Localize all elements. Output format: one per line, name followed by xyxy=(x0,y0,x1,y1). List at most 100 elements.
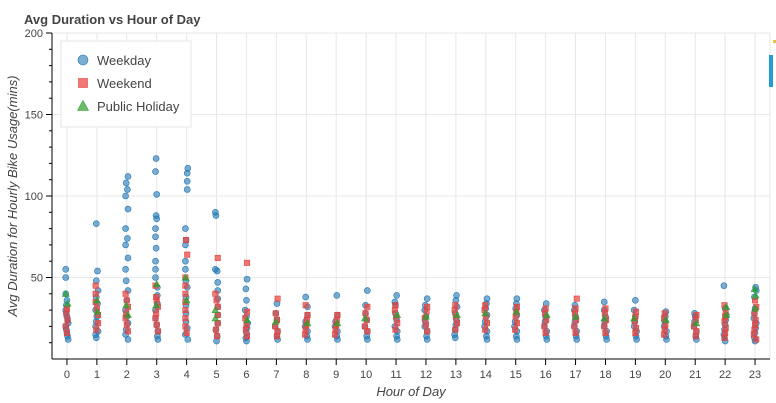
weekend-point xyxy=(244,259,251,266)
public-holiday-point xyxy=(751,304,759,312)
toolbar-indicator xyxy=(769,55,773,87)
weekend-point xyxy=(122,290,129,297)
weekend-point xyxy=(183,329,190,336)
weekday-point xyxy=(122,225,129,232)
weekend-point xyxy=(572,329,579,336)
public-holiday-point xyxy=(422,312,430,320)
public-holiday-point xyxy=(182,296,191,304)
y-axis-label: Avg Duration for Hourly Bike Usage(mins) xyxy=(5,75,20,317)
public-holiday-point xyxy=(152,301,160,309)
weekend-point xyxy=(153,321,160,328)
x-tick-label: 8 xyxy=(303,369,309,381)
weekday-point xyxy=(152,155,160,162)
weekday-point xyxy=(632,297,639,304)
weekend-point xyxy=(542,329,549,336)
weekend-point xyxy=(722,325,729,332)
weekday-point xyxy=(152,212,160,219)
weekend-point xyxy=(64,316,71,323)
weekend-point xyxy=(661,310,668,317)
weekend-point xyxy=(513,303,520,310)
x-tick-label: 20 xyxy=(659,369,671,381)
weekend-point xyxy=(244,308,251,315)
weekday-point xyxy=(183,186,191,193)
weekday-point xyxy=(720,282,728,289)
weekend-point xyxy=(123,297,130,304)
weekend-point xyxy=(184,251,191,258)
weekday-point xyxy=(62,266,70,273)
x-tick-label: 22 xyxy=(719,369,731,381)
x-tick-label: 21 xyxy=(689,369,701,381)
weekend-point xyxy=(274,295,281,302)
weekend-point xyxy=(334,311,341,318)
weekend-point xyxy=(214,333,221,340)
x-tick-label: 14 xyxy=(480,369,492,381)
weekday-point xyxy=(92,220,100,228)
weekday-point xyxy=(124,254,132,262)
weekend-point xyxy=(482,302,489,309)
weekday-point xyxy=(453,292,460,299)
public-holiday-point xyxy=(571,312,580,320)
weekday-point xyxy=(423,295,431,302)
legend-label-weekend: Weekend xyxy=(97,76,152,91)
x-tick-label: 5 xyxy=(213,369,219,381)
x-axis-label: Hour of Day xyxy=(376,384,447,399)
x-tick-label: 9 xyxy=(333,369,339,381)
public-holiday-point xyxy=(63,299,72,307)
weekend-point xyxy=(693,311,700,318)
weekday-point xyxy=(124,186,131,193)
weekday-point xyxy=(124,173,132,180)
x-tick-label: 0 xyxy=(64,369,70,381)
weekday-point xyxy=(62,274,70,281)
weekend-point xyxy=(392,326,399,333)
x-tick-label: 11 xyxy=(390,369,401,381)
weekend-point xyxy=(302,302,309,309)
weekend-point xyxy=(454,320,461,327)
x-tick-label: 12 xyxy=(420,369,432,381)
weekday-point xyxy=(364,287,371,294)
weekend-point xyxy=(63,329,70,336)
weekend-point xyxy=(92,282,99,289)
weekend-point xyxy=(182,290,189,297)
weekday-point xyxy=(483,295,491,302)
public-holiday-point xyxy=(211,314,220,322)
weekend-point xyxy=(752,316,759,323)
weekend-point xyxy=(394,320,401,327)
public-holiday-point xyxy=(271,317,280,325)
x-tick-label: 3 xyxy=(154,369,160,381)
weekend-point xyxy=(632,308,639,315)
weekday-point xyxy=(212,209,219,216)
weekend-point xyxy=(183,237,190,244)
x-tick-label: 1 xyxy=(94,369,100,381)
x-tick-label: 10 xyxy=(360,369,372,381)
public-holiday-point xyxy=(751,291,760,299)
weekend-point xyxy=(304,311,311,318)
weekend-point xyxy=(392,302,399,309)
weekday-point xyxy=(182,257,189,265)
weekend-point xyxy=(214,254,221,261)
weekday-point xyxy=(243,297,250,304)
weekday-point xyxy=(182,225,189,232)
y-tick-label: 100 xyxy=(25,191,43,203)
public-holiday-point xyxy=(692,319,701,327)
weekend-point xyxy=(751,310,758,317)
weekend-point xyxy=(212,326,219,333)
public-holiday-point xyxy=(750,284,759,292)
toolbar-marker xyxy=(773,40,776,43)
weekday-point xyxy=(152,266,159,273)
weekend-point xyxy=(602,305,609,312)
weekend-point xyxy=(422,321,429,328)
weekday-point xyxy=(122,277,130,285)
public-holiday-point xyxy=(122,301,131,309)
public-holiday-point xyxy=(333,319,342,327)
weekend-point xyxy=(572,305,579,312)
y-tick-label: 150 xyxy=(25,110,43,122)
public-holiday-point xyxy=(481,309,490,317)
weekend-point xyxy=(182,307,189,314)
weekday-point xyxy=(214,279,222,286)
weekend-point xyxy=(483,320,490,327)
weekend-point xyxy=(543,316,550,323)
weekday-point xyxy=(242,285,250,293)
x-tick-label: 13 xyxy=(450,369,462,381)
weekend-point xyxy=(632,325,639,332)
